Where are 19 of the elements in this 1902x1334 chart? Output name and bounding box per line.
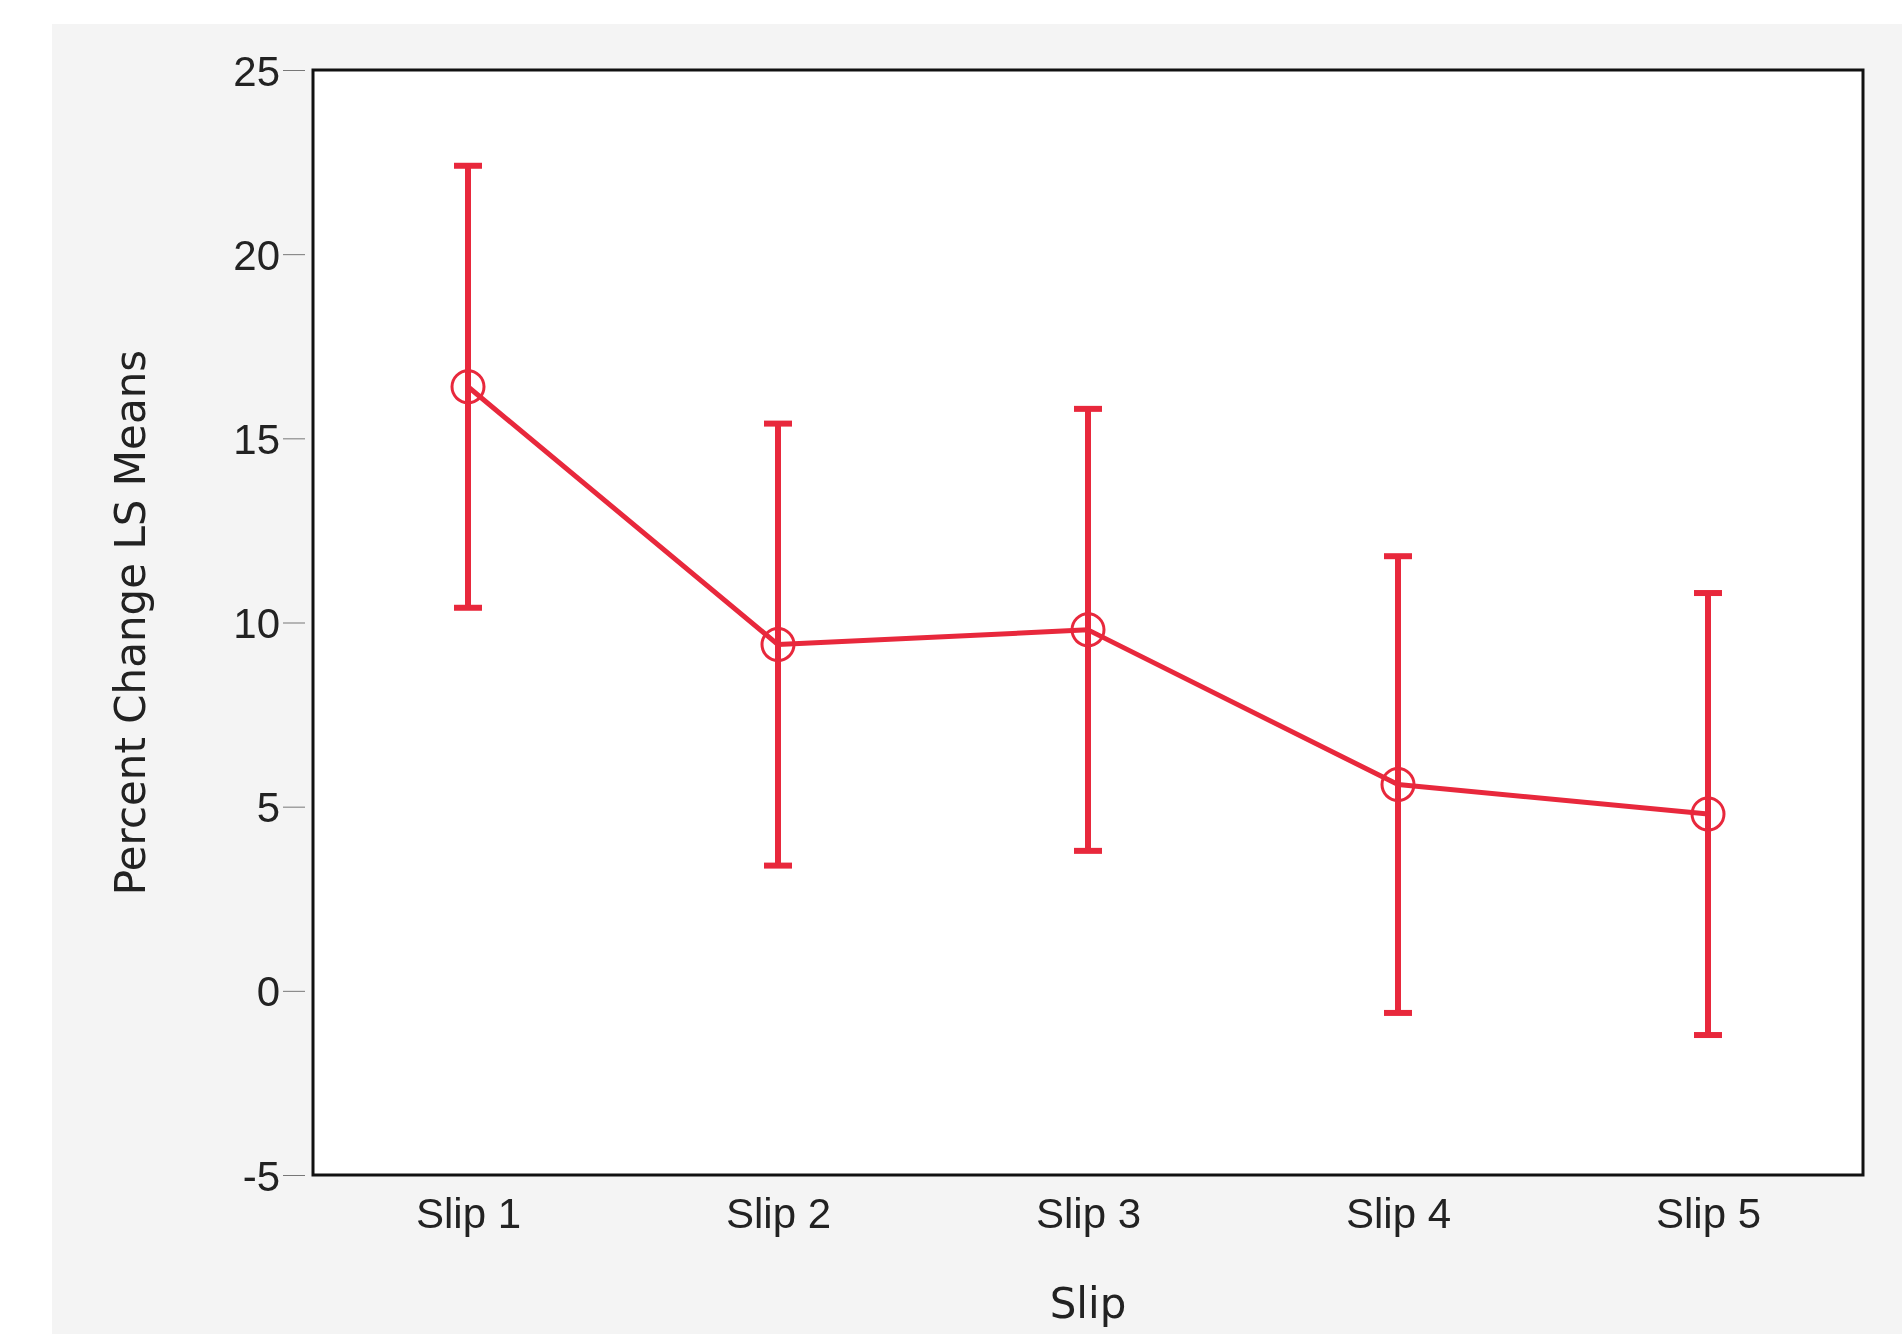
y-tick-label: 5: [256, 784, 280, 832]
y-tick-label: 25: [233, 47, 280, 95]
y-tick-label: 0: [256, 968, 280, 1016]
point: [1380, 767, 1416, 803]
point: [760, 627, 796, 663]
point: [450, 369, 486, 405]
point: [1690, 796, 1726, 832]
y-tick-label: 20: [233, 231, 280, 279]
y-axis-title: Percent Change LS Means: [106, 349, 155, 896]
y-tick-label: 10: [233, 600, 280, 648]
x-tick-label: Slip 2: [725, 1190, 832, 1238]
x-tick-label: Slip 4: [1345, 1190, 1452, 1238]
point: [1070, 612, 1106, 648]
y-tick-label: -5: [242, 1152, 280, 1200]
x-tick-label: Slip 3: [1035, 1190, 1142, 1238]
x-tick-label: Slip 5: [1655, 1190, 1762, 1238]
y-tick-label: 15: [233, 415, 280, 463]
x-axis-title: Slip: [1049, 1279, 1127, 1328]
x-tick-label: Slip 1: [415, 1190, 522, 1238]
